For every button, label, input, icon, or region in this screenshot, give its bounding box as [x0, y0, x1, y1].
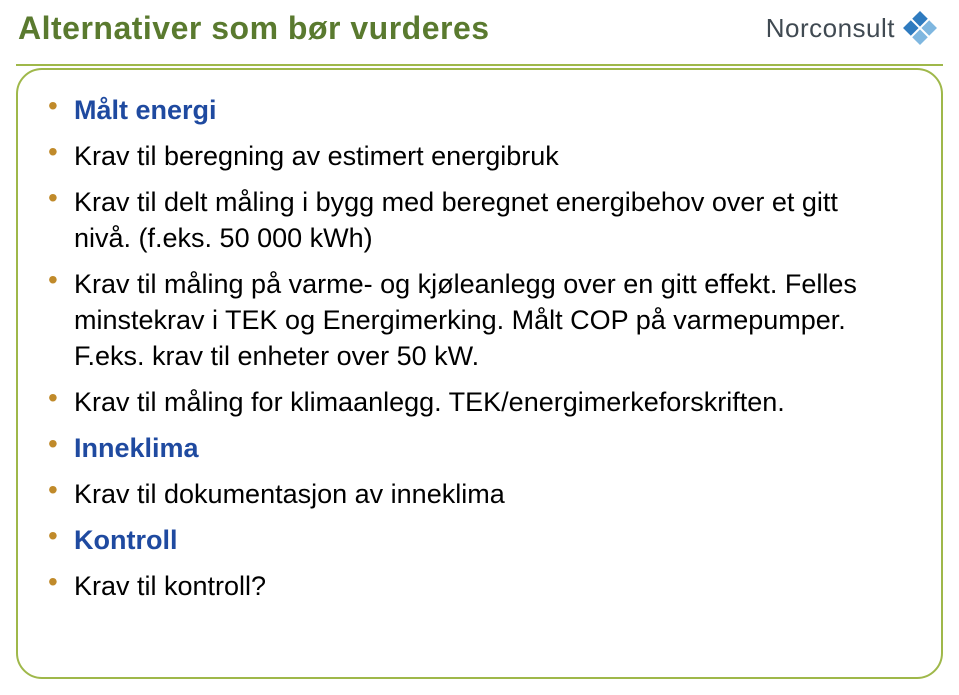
bullet-item: Krav til beregning av estimert energibru…: [46, 138, 899, 174]
bullet-text: Kontroll: [74, 525, 177, 555]
bullet-text: Målt energi: [74, 95, 217, 125]
slide-title: Alternativer som bør vurderes: [18, 10, 490, 47]
bullet-text: Krav til beregning av estimert energibru…: [74, 141, 559, 171]
bullet-item: Kontroll: [46, 522, 899, 558]
bullet-text: Krav til måling for klimaanlegg. TEK/ene…: [74, 387, 785, 417]
content-area: Målt energi Krav til beregning av estimer…: [46, 92, 899, 614]
bullet-text: Krav til delt måling i bygg med beregnet…: [74, 187, 838, 253]
diamond-icon: [903, 11, 937, 45]
bullet-text: Krav til kontroll?: [74, 571, 266, 601]
bullet-text: Krav til måling på varme- og kjøleanlegg…: [74, 269, 857, 371]
title-bar: Alternativer som bør vurderes Norconsult: [0, 0, 959, 56]
bullet-item: Krav til måling for klimaanlegg. TEK/ene…: [46, 384, 899, 420]
title-divider: [16, 64, 943, 66]
bullet-text: Inneklima: [74, 433, 199, 463]
logo-icon: [903, 11, 937, 45]
bullet-item: Målt energi: [46, 92, 899, 128]
bullet-list: Målt energi Krav til beregning av estimer…: [46, 92, 899, 604]
bullet-item: Krav til kontroll?: [46, 568, 899, 604]
logo-text: Norconsult: [766, 13, 895, 44]
slide: Alternativer som bør vurderes Norconsult…: [0, 0, 959, 695]
bullet-item: Krav til dokumentasjon av inneklima: [46, 476, 899, 512]
logo: Norconsult: [766, 11, 937, 45]
bullet-item: Krav til delt måling i bygg med beregnet…: [46, 184, 899, 256]
bullet-item: Inneklima: [46, 430, 899, 466]
bullet-text: Krav til dokumentasjon av inneklima: [74, 479, 505, 509]
bullet-item: Krav til måling på varme- og kjøleanlegg…: [46, 266, 899, 374]
